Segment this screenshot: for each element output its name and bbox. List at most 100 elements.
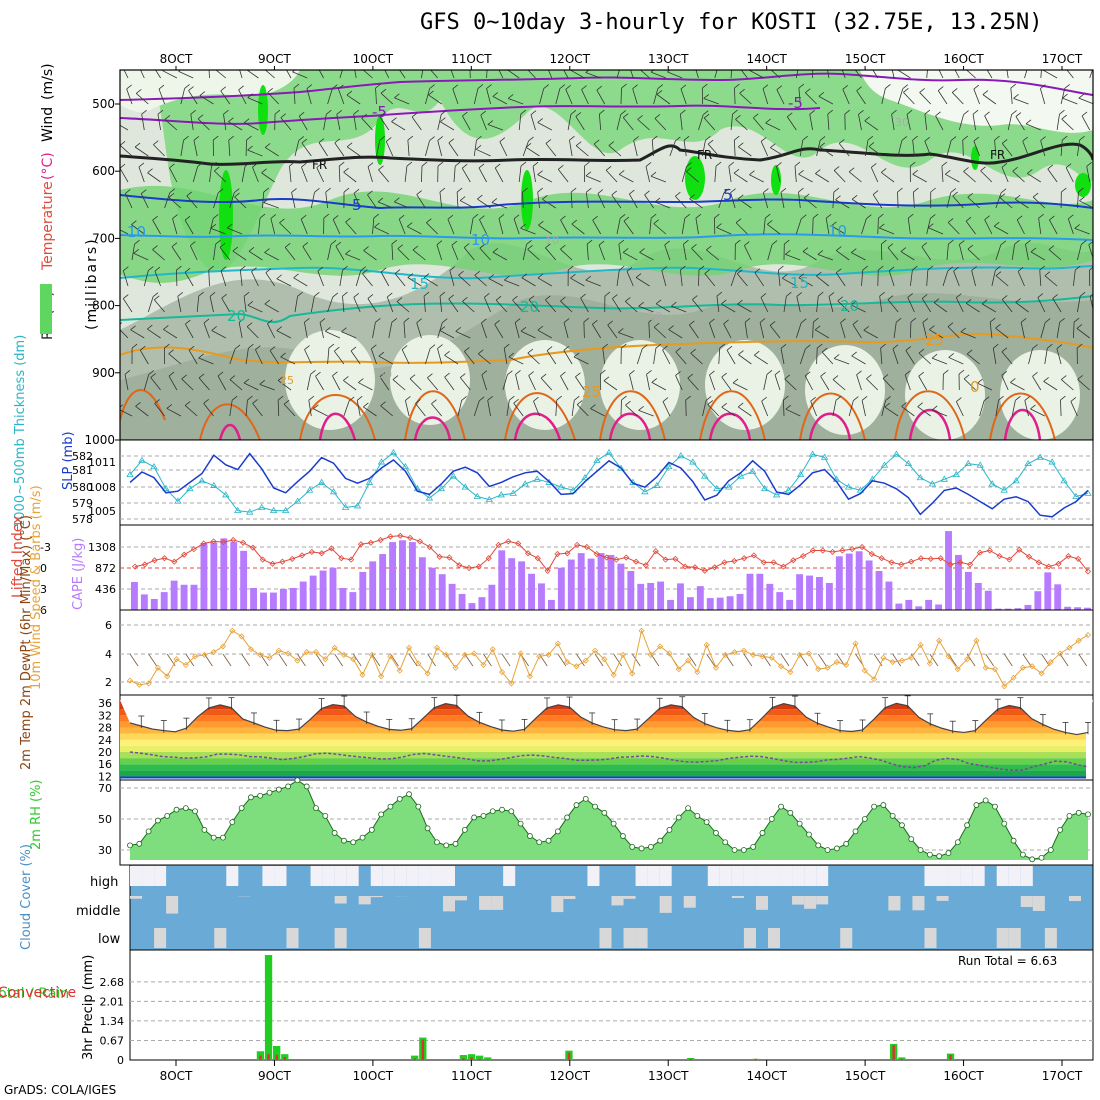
- wind-barb-flag: [938, 86, 944, 91]
- wind-barb-flag: [618, 265, 625, 271]
- wind-barb: [1094, 349, 1099, 364]
- wind-barb-flag: [220, 266, 227, 272]
- wind-barb: [785, 408, 801, 417]
- wind-barb-flag: [300, 214, 307, 220]
- lifted-index-marker: [259, 556, 266, 563]
- wind-barb: [763, 374, 768, 391]
- wind-barb: [596, 89, 606, 105]
- wind-barb-flag: [905, 346, 912, 351]
- wind-barb: [563, 350, 573, 365]
- wind-barb-flag: [839, 139, 845, 144]
- wind-speed-marker: [415, 660, 422, 667]
- wind-barb: [372, 322, 376, 339]
- wind-barb-flag: [680, 109, 686, 115]
- wind-barb: [977, 382, 993, 391]
- rh2m-marker: [1038, 854, 1045, 861]
- wind-barb: [284, 247, 296, 261]
- wind-barb: [316, 167, 324, 183]
- wind-barb-flag: [662, 397, 669, 402]
- wind-barb-flag: [1001, 139, 1008, 144]
- wind-barb-flag: [429, 136, 435, 141]
- rh2m-marker: [815, 842, 822, 849]
- wind-barb-flag: [442, 318, 448, 323]
- wind-barb: [213, 192, 219, 209]
- wind-10m-barb: [762, 653, 771, 667]
- rh2m-marker: [266, 789, 273, 796]
- wind-10m-barb: [1059, 653, 1069, 667]
- wind-barb: [798, 88, 801, 105]
- wind-barb-flag: [152, 245, 158, 250]
- wind-barb: [152, 219, 161, 235]
- cape-bar: [349, 592, 357, 610]
- lifted-index-marker: [426, 543, 433, 551]
- isotherm-25: [120, 332, 1093, 364]
- rh2m-marker: [675, 814, 682, 821]
- wind-barb-flag: [945, 170, 951, 175]
- cloud-cell-high: [370, 866, 383, 886]
- wind-barb-flag: [705, 135, 711, 141]
- wind-barb-flag: [732, 378, 739, 384]
- wind-barb: [248, 250, 263, 261]
- wind-barb-flag: [243, 291, 250, 297]
- wind-barb-flag: [507, 94, 514, 99]
- wind-barb: [570, 277, 585, 287]
- wind-barb-flag: [880, 343, 886, 349]
- wind-barb-flag: [989, 317, 996, 323]
- wind-barb: [317, 270, 324, 287]
- wind-barb-flag: [219, 243, 226, 248]
- cape-bar: [140, 594, 148, 610]
- wind-barb-flag: [947, 322, 954, 327]
- wind-barb-flag: [559, 84, 566, 89]
- wind-barb: [228, 140, 231, 157]
- wind-barb: [1094, 400, 1097, 416]
- wind-barb-flag: [546, 346, 553, 351]
- wind-barb: [798, 192, 801, 209]
- wind-barb-flag: [1049, 215, 1055, 221]
- wind-barb-flag: [480, 110, 487, 116]
- wind-barb: [181, 378, 194, 391]
- wind-barb-flag: [439, 326, 446, 331]
- wind-barb-flag: [245, 65, 250, 69]
- wind-barb-flag: [148, 266, 154, 271]
- wind-barb: [345, 253, 361, 261]
- cloud-cell-low: [924, 928, 937, 948]
- wind-barb: [1060, 399, 1062, 417]
- x-axis-bottom: 8OCT 9OCT 10OCT 11OCT 12OCT 13OCT 14OCT 15OCT 16…: [160, 1060, 1083, 1083]
- cape-bar: [1024, 604, 1032, 610]
- wind-barb-flag: [478, 396, 485, 402]
- cape-bar: [1014, 608, 1022, 610]
- wind-panel: 642 10m Wind Speed & Barbs (m/s): [29, 485, 1094, 696]
- x-tick-label-top: 17OCT: [1042, 52, 1083, 66]
- cape-bar: [528, 573, 535, 610]
- wind-barb-flag: [702, 110, 709, 116]
- wind-barb: [168, 353, 182, 365]
- wind-barb-flag: [1030, 404, 1036, 410]
- wind-barb: [555, 88, 561, 105]
- wind-barb: [120, 229, 129, 235]
- wind-speed-marker: [843, 661, 850, 668]
- rh-green-band-2: [120, 185, 1093, 283]
- wind-barb-flag: [360, 266, 366, 271]
- wind-barb: [620, 87, 622, 105]
- precip-bars: [256, 955, 955, 1060]
- wind-barb: [776, 166, 781, 183]
- wind-barb: [662, 401, 671, 417]
- wind-barb: [653, 348, 657, 365]
- wind-barb-flag: [168, 193, 175, 198]
- wind-barb: [563, 70, 569, 79]
- rh2m-marker: [229, 819, 236, 825]
- wind-barb-flag: [802, 247, 809, 252]
- wind-barb: [851, 355, 866, 365]
- wind-barb-flag: [492, 92, 499, 97]
- wind-10m-barb: [687, 653, 697, 667]
- rh2m-marker: [750, 844, 757, 850]
- cape-bar: [875, 571, 883, 610]
- lifted-index-marker: [181, 551, 188, 558]
- wind-barb: [686, 171, 699, 183]
- cloud-ylabel: Cloud Cover (%): [19, 844, 34, 950]
- wind-barb-flag: [904, 370, 911, 376]
- wind-barb: [744, 245, 752, 261]
- wind-barb-flag: [1060, 395, 1066, 401]
